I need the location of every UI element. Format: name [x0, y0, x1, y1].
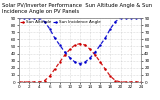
Legend: Sun Altitude, Sun Incidence Angle: Sun Altitude, Sun Incidence Angle — [19, 19, 102, 25]
Text: Solar PV/Inverter Performance  Sun Altitude Angle & Sun Incidence Angle on PV Pa: Solar PV/Inverter Performance Sun Altitu… — [2, 3, 152, 14]
